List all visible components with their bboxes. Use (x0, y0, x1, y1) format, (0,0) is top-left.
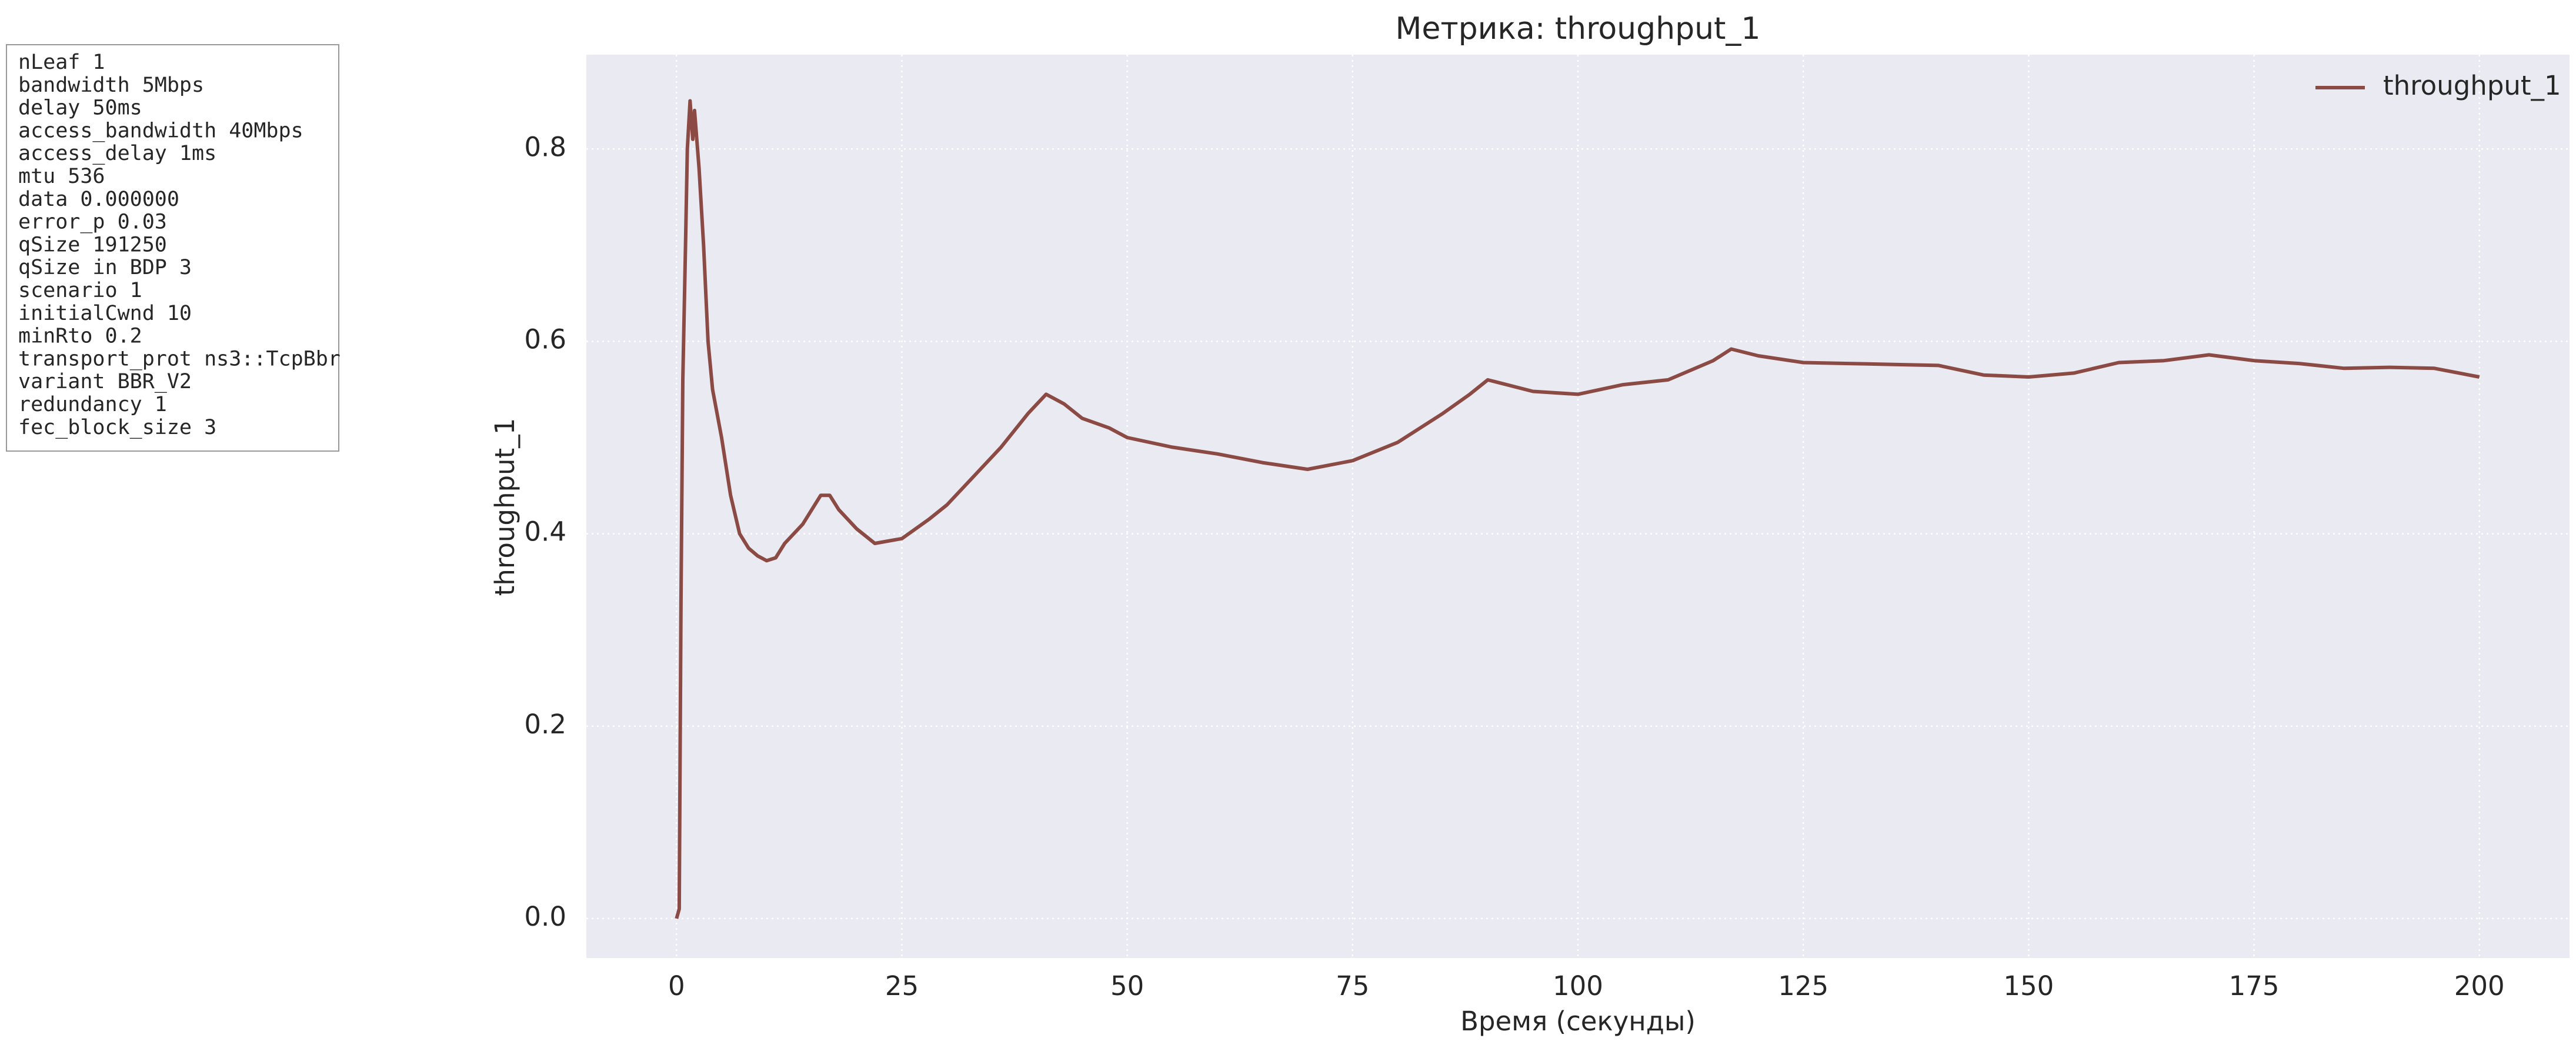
x-axis-label: Время (секунды) (1460, 1006, 1696, 1037)
info-line: qSize in BDP 3 (18, 256, 192, 279)
y-tick-label: 0.8 (524, 131, 566, 162)
x-tick-label: 50 (1110, 970, 1144, 1002)
info-line: nLeaf 1 (18, 51, 105, 74)
info-line: data 0.000000 (18, 188, 179, 211)
info-line: initialCwnd 10 (18, 302, 192, 325)
info-line: minRto 0.2 (18, 325, 142, 348)
y-tick-label: 0.0 (524, 901, 566, 932)
y-tick-label: 0.4 (524, 516, 566, 548)
x-tick-label: 0 (668, 970, 685, 1002)
x-tick-label: 200 (2454, 970, 2505, 1002)
x-tick-label: 75 (1336, 970, 1369, 1002)
info-line: qSize 191250 (18, 233, 167, 256)
y-axis-label: throughput_1 (489, 418, 520, 596)
info-line: delay 50ms (18, 96, 142, 120)
info-line: redundancy 1 (18, 393, 167, 416)
info-line: access_delay 1ms (18, 142, 216, 165)
info-line: error_p 0.03 (18, 211, 167, 234)
info-line: mtu 536 (18, 165, 105, 188)
info-line: bandwidth 5Mbps (18, 74, 204, 97)
info-box (6, 44, 339, 452)
legend-label: throughput_1 (2383, 70, 2561, 101)
info-line: access_bandwidth 40Mbps (18, 119, 303, 142)
chart-title: Метрика: throughput_1 (1395, 11, 1760, 46)
x-tick-label: 125 (1778, 970, 1828, 1002)
y-tick-label: 0.6 (524, 323, 566, 355)
x-tick-label: 100 (1553, 970, 1603, 1002)
data-line (675, 99, 2480, 919)
x-tick-label: 175 (2229, 970, 2280, 1002)
y-tick-label: 0.2 (524, 709, 566, 740)
x-tick-label: 150 (2003, 970, 2054, 1002)
info-line: variant BBR_V2 (18, 370, 192, 393)
x-tick-label: 25 (885, 970, 919, 1002)
info-line: transport_prot ns3::TcpBbr (18, 347, 341, 371)
info-line: scenario 1 (18, 279, 142, 302)
info-line: fec_block_size 3 (18, 416, 216, 439)
